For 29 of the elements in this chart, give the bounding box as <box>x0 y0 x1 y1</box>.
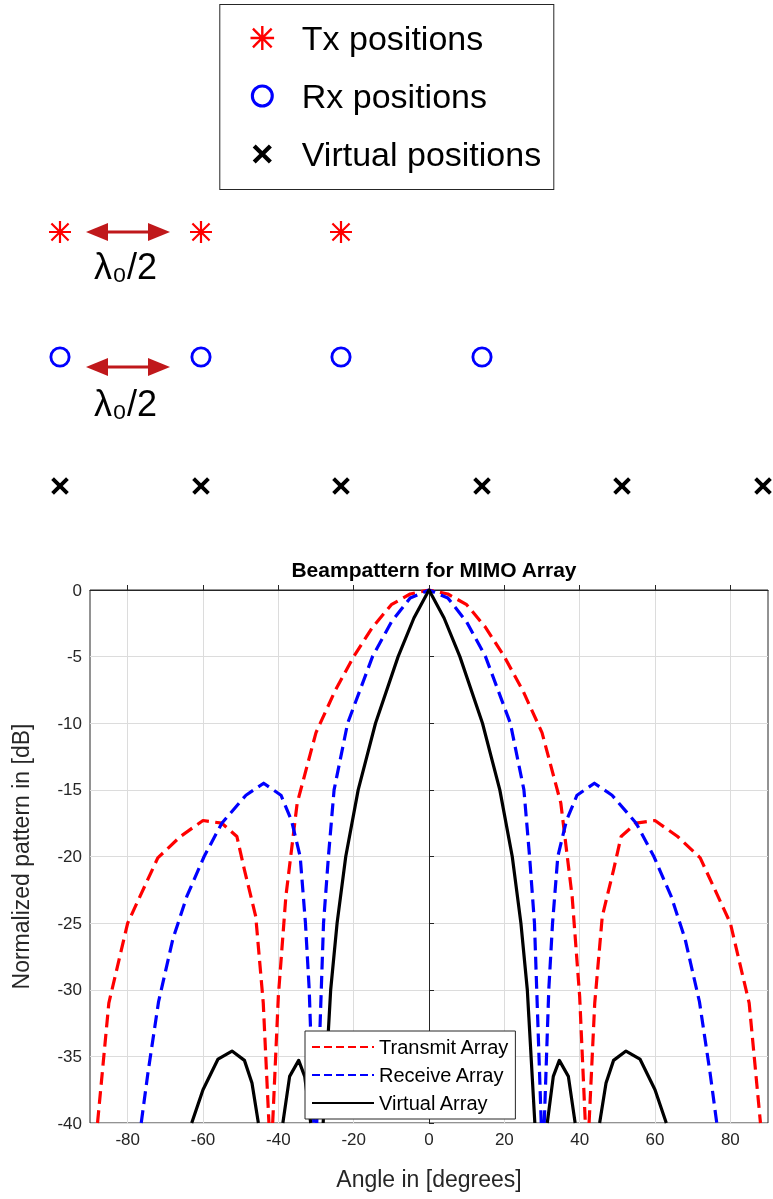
x-tick-label: 0 <box>424 1130 434 1149</box>
legend-label: Rx positions <box>301 76 487 116</box>
x-tick-label: -80 <box>115 1130 140 1149</box>
x-tick-label: 40 <box>570 1130 590 1149</box>
y-axis-title: Normalized pattern in [dB] <box>7 723 34 990</box>
y-tick-label: -20 <box>57 847 82 866</box>
legend-label: Tx positions <box>301 18 484 58</box>
x-tick-label: -60 <box>190 1130 216 1149</box>
x-axis-title: Angle in [degrees] <box>336 1165 522 1192</box>
x-tick-label: 80 <box>720 1130 740 1149</box>
y-tick-label: -5 <box>66 647 82 667</box>
legend-label: Virtual Array <box>379 1092 488 1114</box>
x-tick-label: 60 <box>645 1130 665 1149</box>
x-tick-label: 20 <box>494 1130 514 1149</box>
y-tick-label: -35 <box>57 1046 82 1066</box>
chart-title: Beampattern for MIMO Array <box>291 558 577 581</box>
x-tick-label: -40 <box>266 1130 291 1149</box>
y-tick-label: -10 <box>57 713 82 733</box>
legend-label: Transmit Array <box>379 1036 509 1058</box>
text: λ₀/2 <box>94 383 157 424</box>
legend-label: Receive Array <box>379 1064 504 1086</box>
y-tick-label: -40 <box>57 1113 82 1133</box>
y-tick-label: 0 <box>72 580 82 600</box>
y-tick-label: -30 <box>57 980 82 1000</box>
x-tick-label: -20 <box>341 1130 366 1149</box>
y-tick-label: -15 <box>57 780 82 800</box>
text: λ₀/2 <box>94 246 157 287</box>
y-tick-label: -25 <box>57 913 82 933</box>
legend-label: Virtual positions <box>301 134 542 174</box>
